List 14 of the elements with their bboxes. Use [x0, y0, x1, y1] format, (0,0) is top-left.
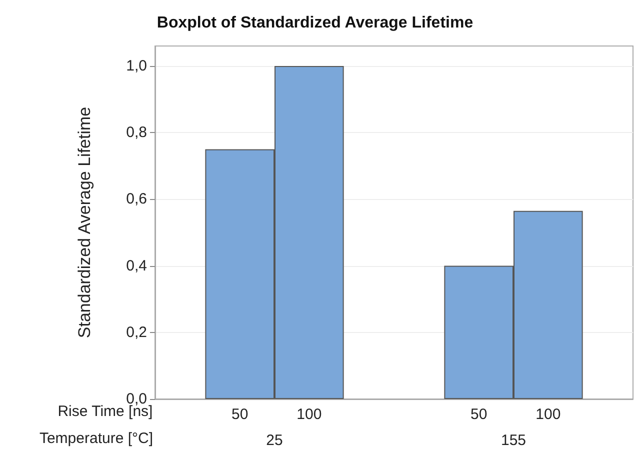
y-tick-label: 0,4 [126, 257, 147, 274]
x-tick-label: 25 [266, 432, 283, 449]
series-label: 100 [296, 406, 322, 423]
chart-title: Boxplot of Standardized Average Lifetime [156, 14, 474, 32]
x-axis-title: Temperature [°C] [39, 430, 154, 447]
x-tick-label: 155 [500, 432, 526, 449]
y-tick-label: 0,2 [126, 324, 147, 341]
series-label: 50 [232, 406, 248, 423]
text: 100 [536, 406, 561, 423]
y-tick-label: 1,0 [126, 57, 147, 74]
y-tick-label: 0,8 [126, 124, 147, 142]
y-axis-title: Standardized Average Lifetime [75, 106, 94, 338]
text: 50 [470, 406, 488, 423]
y-tick-label: 0,6 [126, 190, 147, 208]
